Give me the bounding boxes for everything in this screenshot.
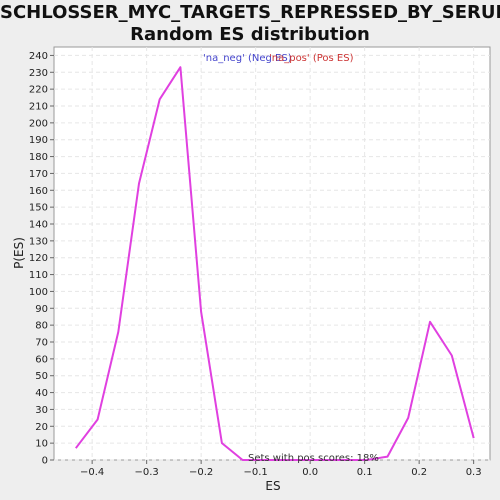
- x-tick-label: −0.1: [244, 467, 268, 478]
- x-axis-label: ES: [265, 479, 280, 493]
- y-tick-label: 40: [35, 388, 48, 399]
- y-axis-label: P(ES): [12, 237, 26, 269]
- x-tick-label: 0.1: [357, 467, 373, 478]
- x-tick-label: 0.2: [411, 467, 427, 478]
- y-tick-label: 190: [29, 135, 48, 146]
- x-tick-label: −0.3: [135, 467, 159, 478]
- y-tick-label: 20: [35, 422, 48, 433]
- y-tick-label: 240: [29, 51, 48, 62]
- x-tick-label: 0.0: [302, 467, 318, 478]
- pos-scores-annotation: Sets with pos scores: 18%: [248, 453, 379, 464]
- y-tick-label: 170: [29, 169, 48, 180]
- series-group: [75, 66, 475, 461]
- y-tick-label: 200: [29, 118, 48, 129]
- y-tick-label: 110: [29, 270, 48, 281]
- y-tick-label: 220: [29, 85, 48, 96]
- chart-title: SCHLOSSER_MYC_TARGETS_REPRESSED_BY_SERUM…: [0, 2, 500, 46]
- y-tick-label: 10: [35, 439, 48, 450]
- y-tick-label: 90: [35, 304, 48, 315]
- x-axis-ticks: −0.4 −0.3 −0.2 −0.1 0.0 0.1 0.2 0.3: [80, 460, 482, 478]
- chart-title-line-2: Random ES distribution: [130, 24, 370, 45]
- y-tick-label: 120: [29, 253, 48, 264]
- legend-entry-neg: 'na_neg' (Neg ES): [203, 53, 292, 64]
- y-tick-label: 210: [29, 102, 48, 113]
- y-tick-label: 80: [35, 321, 48, 332]
- y-tick-label: 230: [29, 68, 48, 79]
- x-tick-label: −0.2: [189, 467, 213, 478]
- y-tick-label: 30: [35, 405, 48, 416]
- y-tick-label: 60: [35, 354, 48, 365]
- y-tick-label: 150: [29, 203, 48, 214]
- y-tick-label: 160: [29, 186, 48, 197]
- legend: 'na_neg' (Neg ES) 'na_pos' (Pos ES): [203, 53, 354, 64]
- x-tick-label: 0.3: [466, 467, 482, 478]
- series-line: [75, 66, 475, 461]
- plot-area: [53, 46, 491, 461]
- y-tick-label: 50: [35, 371, 48, 382]
- y-tick-label: 140: [29, 220, 48, 231]
- y-tick-label: 130: [29, 236, 48, 247]
- chart-title-line-1: SCHLOSSER_MYC_TARGETS_REPRESSED_BY_SERUM…: [0, 2, 500, 23]
- grid-lines: [54, 47, 490, 461]
- y-tick-label: 0: [42, 456, 48, 467]
- y-axis-ticks: 0 10 20 30 40 50 60 70 80 90 100 110 120 130 140 150 160…: [29, 51, 54, 467]
- y-tick-label: 100: [29, 287, 48, 298]
- legend-entry-pos: 'na_pos' (Pos ES): [269, 53, 354, 64]
- y-tick-label: 70: [35, 338, 48, 349]
- x-tick-label: −0.4: [80, 467, 104, 478]
- y-tick-label: 180: [29, 152, 48, 163]
